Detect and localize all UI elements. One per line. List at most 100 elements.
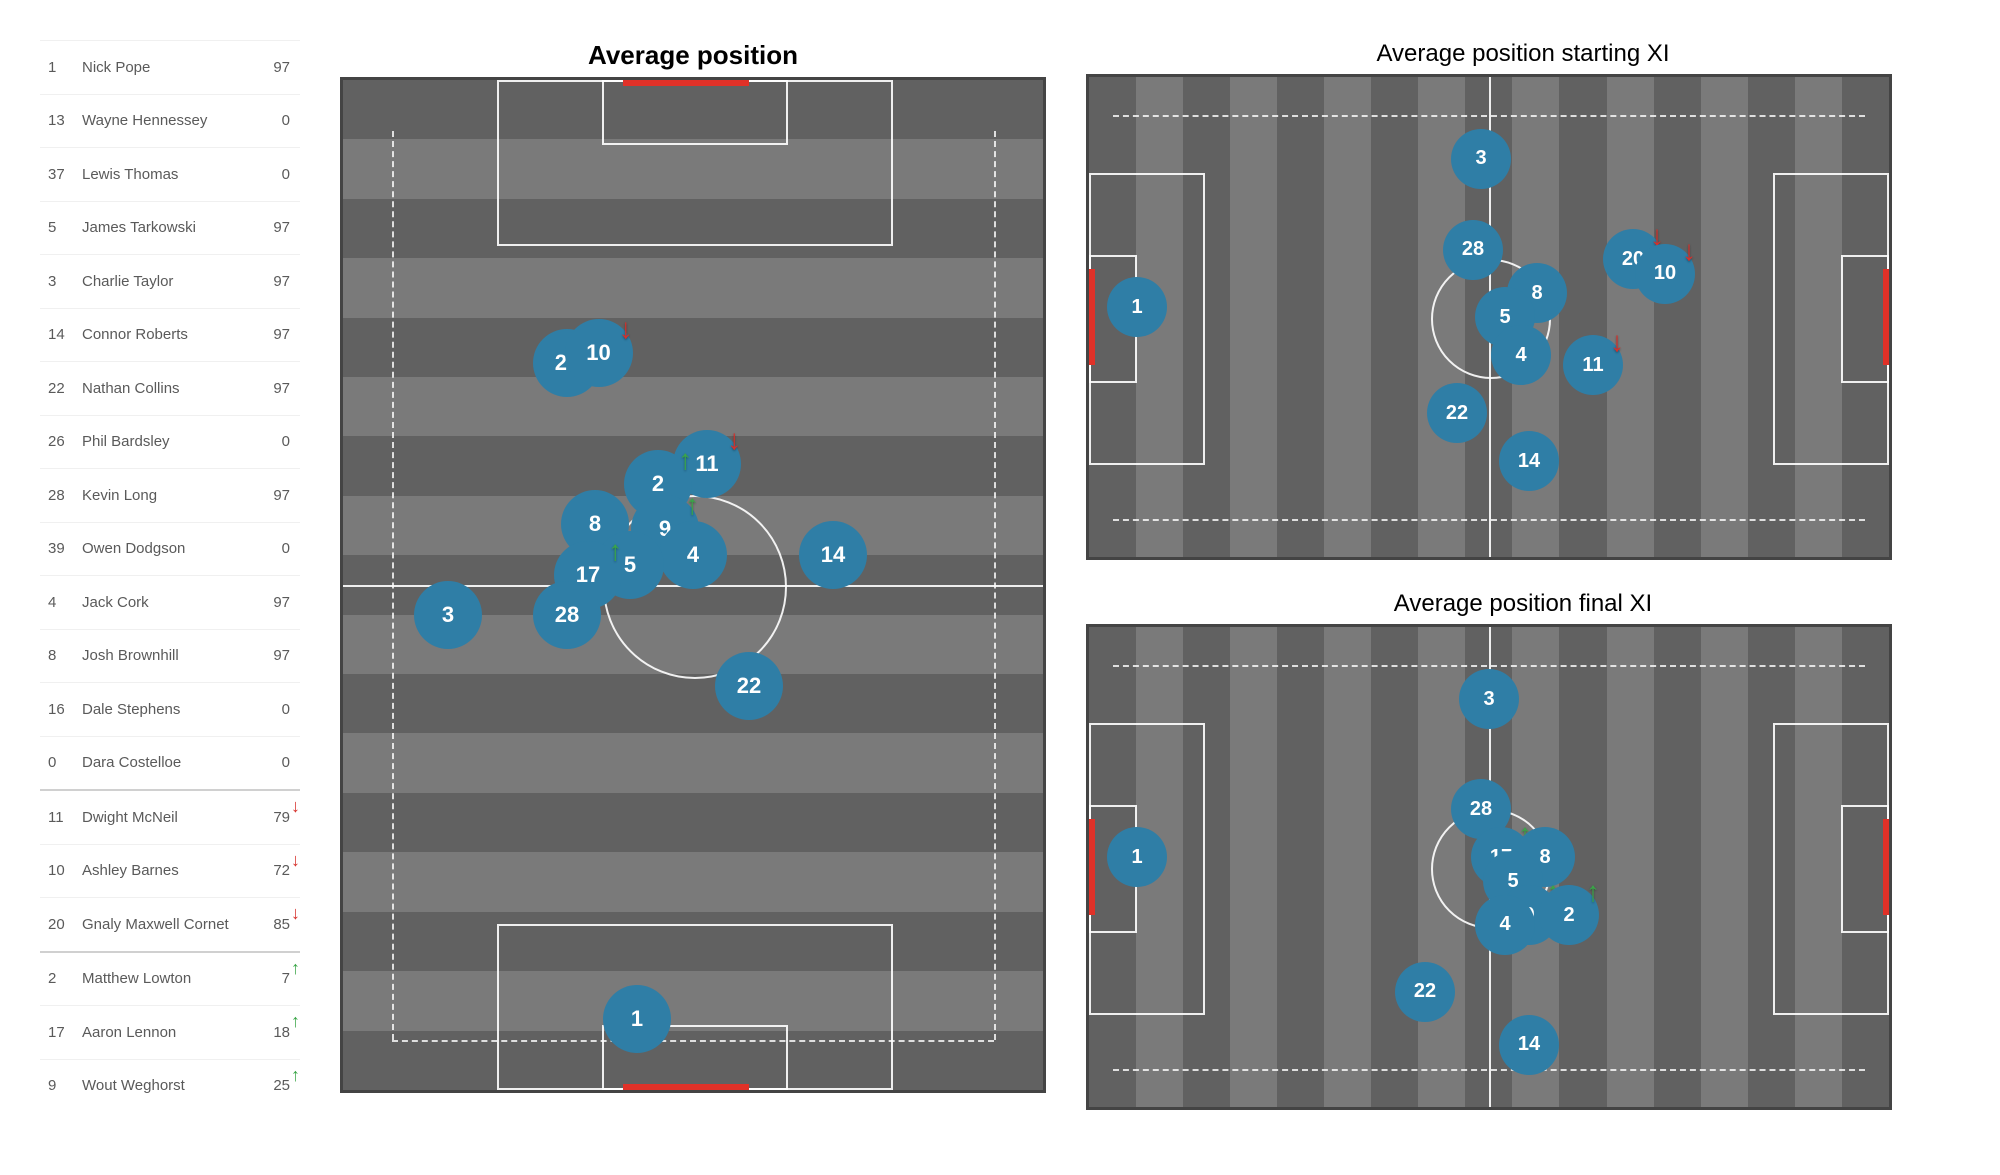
player-dot-22: 22 [1395, 962, 1455, 1022]
jersey-number: 8 [48, 647, 82, 664]
player-dot-14: 14 [1499, 1015, 1559, 1075]
player-dot-1: 1 [603, 985, 671, 1053]
sub-down-icon: ↓ [619, 315, 633, 343]
sub-down-icon: ↓ [291, 797, 300, 815]
minutes: 97 [250, 380, 300, 397]
player-name: Phil Bardsley [82, 433, 250, 450]
final-pitch: 132817↑859↑2↑42214 [1086, 624, 1892, 1110]
player-dot-3: 3 [1451, 129, 1511, 189]
jersey-number: 1 [48, 59, 82, 76]
player-name: Josh Brownhill [82, 647, 250, 664]
jersey-number: 20 [48, 916, 82, 933]
player-name: Dwight McNeil [82, 809, 250, 826]
jersey-number: 26 [48, 433, 82, 450]
table-row: 4Jack Cork97 [40, 575, 300, 629]
jersey-number: 16 [48, 701, 82, 718]
minutes: 97 [250, 326, 300, 343]
jersey-number: 11 [48, 809, 82, 826]
player-name: Wout Weghorst [82, 1077, 250, 1094]
table-row: 26Phil Bardsley0 [40, 415, 300, 469]
minutes: 97 [250, 273, 300, 290]
jersey-number: 22 [48, 380, 82, 397]
table-row: 14Connor Roberts97 [40, 308, 300, 362]
starting-pitch: 132820↓10↓85411↓2214 [1086, 74, 1892, 560]
sub-down-icon: ↓ [291, 851, 300, 869]
main-pitch-title: Average position [340, 40, 1046, 71]
table-row: 17Aaron Lennon18↑ [40, 1005, 300, 1059]
sub-up-icon: ↑ [291, 1012, 300, 1030]
minutes: 0 [250, 701, 300, 718]
player-name: Nathan Collins [82, 380, 250, 397]
table-row: 0Dara Costelloe0 [40, 736, 300, 790]
player-name: James Tarkowski [82, 219, 250, 236]
player-name: Kevin Long [82, 487, 250, 504]
player-name: Lewis Thomas [82, 166, 250, 183]
player-dot-3: 3 [414, 581, 482, 649]
player-name: Connor Roberts [82, 326, 250, 343]
table-row: 11Dwight McNeil79↓ [40, 789, 300, 844]
player-dot-4: 4 [659, 521, 727, 589]
minutes: 97 [250, 219, 300, 236]
player-dot-22: 22 [715, 652, 783, 720]
player-name: Owen Dodgson [82, 540, 250, 557]
sub-down-icon: ↓ [291, 904, 300, 922]
minutes: 97 [250, 647, 300, 664]
player-name: Wayne Hennessey [82, 112, 250, 129]
final-pitch-title: Average position final XI [1086, 590, 1960, 618]
minutes: 0 [250, 112, 300, 129]
sub-up-icon: ↑ [678, 446, 692, 474]
player-name: Charlie Taylor [82, 273, 250, 290]
table-row: 13Wayne Hennessey0 [40, 94, 300, 148]
main-pitch: 20↓10↓11↓2↑9↑84517↑14328221 [340, 77, 1046, 1093]
table-row: 9Wout Weghorst25↑ [40, 1059, 300, 1113]
table-row: 10Ashley Barnes72↓ [40, 844, 300, 898]
sub-up-icon: ↑ [685, 491, 699, 519]
player-name: Nick Pope [82, 59, 250, 76]
player-dot-14: 14 [799, 521, 867, 589]
player-table: 1Nick Pope9713Wayne Hennessey037Lewis Th… [40, 40, 300, 1112]
sub-down-icon: ↓ [1682, 237, 1696, 265]
player-dot-28: 28 [533, 581, 601, 649]
table-row: 8Josh Brownhill97 [40, 629, 300, 683]
player-dot-28: 28 [1443, 220, 1503, 280]
player-dot-4: 4 [1475, 895, 1535, 955]
sub-up-icon: ↑ [291, 1066, 300, 1084]
table-row: 3Charlie Taylor97 [40, 254, 300, 308]
sub-up-icon: ↑ [608, 537, 622, 565]
jersey-number: 4 [48, 594, 82, 611]
sub-up-icon: ↑ [1586, 878, 1600, 906]
table-row: 1Nick Pope97 [40, 40, 300, 94]
table-row: 37Lewis Thomas0 [40, 147, 300, 201]
table-row: 28Kevin Long97 [40, 468, 300, 522]
player-dot-1: 1 [1107, 277, 1167, 337]
minutes: 97 [250, 59, 300, 76]
jersey-number: 0 [48, 754, 82, 771]
sub-up-icon: ↑ [291, 959, 300, 977]
player-name: Gnaly Maxwell Cornet [82, 916, 250, 933]
table-row: 5James Tarkowski97 [40, 201, 300, 255]
minutes: 0 [250, 166, 300, 183]
player-name: Matthew Lowton [82, 970, 250, 987]
jersey-number: 37 [48, 166, 82, 183]
player-name: Ashley Barnes [82, 862, 250, 879]
table-row: 39Owen Dodgson0 [40, 522, 300, 576]
jersey-number: 10 [48, 862, 82, 879]
player-name: Aaron Lennon [82, 1024, 250, 1041]
jersey-number: 9 [48, 1077, 82, 1094]
player-name: Jack Cork [82, 594, 250, 611]
table-row: 22Nathan Collins97 [40, 361, 300, 415]
minutes: 97 [250, 594, 300, 611]
minutes: 0 [250, 433, 300, 450]
player-name: Dara Costelloe [82, 754, 250, 771]
sub-down-icon: ↓ [1610, 328, 1624, 356]
player-dot-14: 14 [1499, 431, 1559, 491]
player-dot-22: 22 [1427, 383, 1487, 443]
jersey-number: 28 [48, 487, 82, 504]
jersey-number: 14 [48, 326, 82, 343]
minutes: 0 [250, 754, 300, 771]
sub-down-icon: ↓ [727, 426, 741, 454]
jersey-number: 13 [48, 112, 82, 129]
player-dot-3: 3 [1459, 669, 1519, 729]
player-dot-4: 4 [1491, 325, 1551, 385]
jersey-number: 17 [48, 1024, 82, 1041]
